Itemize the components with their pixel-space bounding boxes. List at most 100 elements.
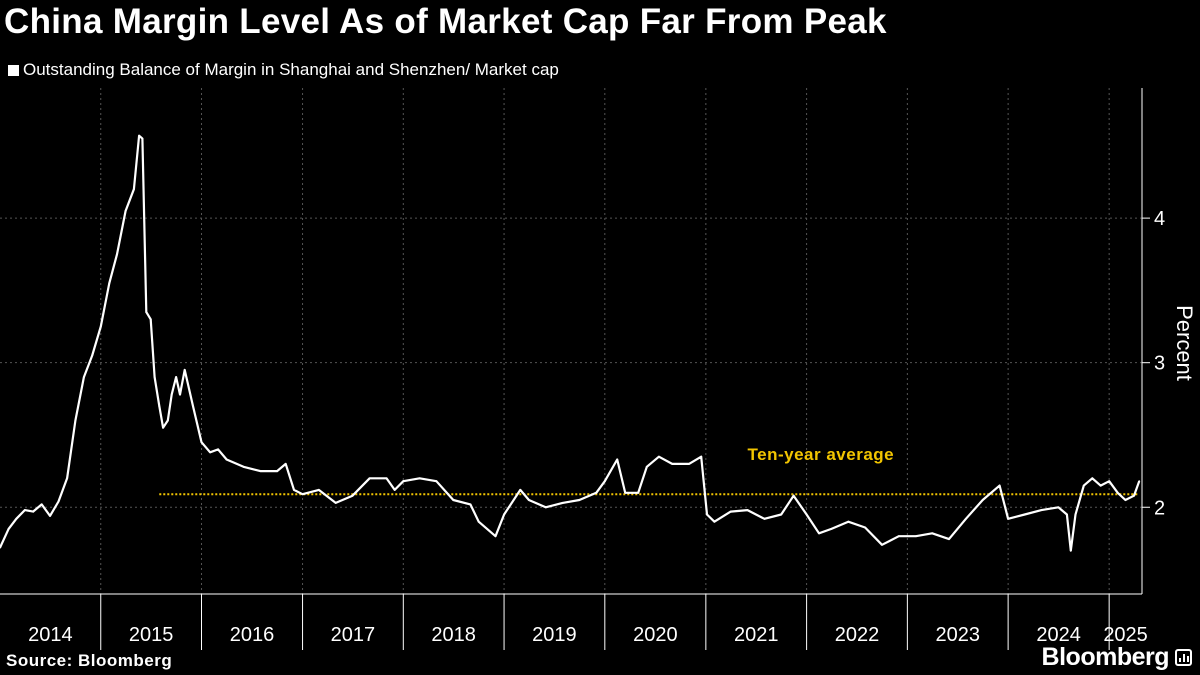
data-point — [108, 282, 111, 285]
data-point — [200, 441, 203, 444]
data-point — [368, 477, 371, 480]
data-point — [624, 491, 627, 494]
data-point — [317, 489, 320, 491]
data-point — [1099, 484, 1102, 487]
data-point — [32, 510, 34, 513]
data-point — [1007, 517, 1009, 520]
data-point — [931, 532, 934, 535]
data-point — [746, 509, 749, 511]
data-point — [1091, 477, 1094, 480]
data-point — [578, 499, 581, 501]
data-point — [91, 354, 94, 357]
data-point — [259, 470, 262, 472]
data-point — [418, 477, 421, 480]
y-axis-label: Percent — [1172, 305, 1197, 381]
data-point — [915, 535, 917, 538]
data-point — [700, 455, 703, 458]
data-point — [209, 451, 212, 454]
data-point — [116, 253, 118, 256]
data-point — [603, 480, 606, 483]
data-point — [40, 503, 43, 506]
data-point — [805, 513, 808, 516]
data-point — [1057, 506, 1060, 509]
data-point — [792, 494, 795, 497]
data-point — [175, 376, 178, 378]
data-point — [452, 499, 455, 501]
data-point — [393, 489, 396, 491]
data-point — [948, 538, 950, 540]
x-tick-label: 2016 — [230, 624, 275, 646]
data-point — [729, 510, 732, 513]
data-point — [15, 517, 18, 520]
data-point — [528, 499, 530, 501]
data-point — [477, 520, 480, 523]
data-point — [138, 134, 141, 137]
data-point — [276, 470, 278, 472]
data-point — [645, 465, 648, 468]
data-point — [713, 520, 716, 523]
data-point — [74, 419, 77, 422]
data-point — [162, 426, 165, 429]
data-point — [780, 513, 783, 516]
data-point — [1023, 513, 1026, 516]
data-point — [217, 448, 220, 451]
data-point — [1108, 480, 1111, 483]
data-point — [469, 503, 472, 506]
x-tick-label: 2018 — [431, 624, 476, 646]
data-point — [351, 494, 354, 497]
data-point — [183, 369, 186, 371]
y-tick-label: 2 — [1154, 497, 1165, 519]
data-point — [1066, 513, 1068, 516]
data-point — [494, 535, 497, 538]
x-tick-label: 2017 — [331, 624, 376, 646]
y-tick-label: 3 — [1154, 353, 1165, 375]
data-point — [1074, 513, 1077, 516]
data-point — [1124, 499, 1127, 501]
data-point — [830, 528, 833, 530]
data-point — [225, 458, 228, 461]
reference-line-label: Ten-year average — [748, 445, 895, 464]
data-point — [688, 463, 690, 465]
data-point — [981, 499, 984, 501]
x-tick-label: 2025 — [1103, 624, 1148, 646]
data-point — [334, 502, 337, 504]
data-point — [385, 477, 388, 480]
x-tick-label: 2023 — [935, 624, 980, 646]
data-point — [616, 458, 619, 461]
data-point — [818, 532, 820, 535]
data-point — [124, 210, 127, 212]
data-point — [145, 311, 148, 313]
data-point — [149, 318, 152, 321]
legend-label: Outstanding Balance of Margin in Shangha… — [23, 60, 559, 79]
source-note: Source: Bloomberg — [6, 651, 173, 670]
data-point — [637, 491, 640, 494]
series-line — [0, 134, 1141, 552]
series-group — [0, 134, 1141, 552]
data-point — [763, 517, 766, 520]
x-tick-label: 2022 — [835, 624, 880, 646]
data-point — [133, 188, 135, 191]
data-point — [1069, 549, 1072, 552]
chart-title: China Margin Level As of Market Cap Far … — [4, 2, 887, 41]
data-point — [192, 405, 194, 407]
data-point — [153, 376, 156, 378]
data-point — [301, 493, 304, 496]
legend: Outstanding Balance of Margin in Shangha… — [8, 60, 559, 80]
x-tick-label: 2014 — [28, 624, 73, 646]
data-point — [49, 515, 51, 517]
data-point — [706, 513, 708, 516]
data-point — [166, 419, 169, 422]
grid-lines — [0, 88, 1142, 594]
data-point — [7, 528, 10, 530]
data-point — [0, 546, 1, 549]
x-tick-label: 2024 — [1036, 624, 1081, 646]
x-tick-label: 2020 — [633, 624, 678, 646]
data-point — [57, 500, 60, 503]
data-point — [83, 376, 85, 378]
data-point — [293, 489, 295, 491]
data-point — [170, 393, 173, 396]
data-point — [141, 137, 144, 140]
data-point — [519, 489, 522, 491]
x-tick-label: 2021 — [734, 624, 779, 646]
